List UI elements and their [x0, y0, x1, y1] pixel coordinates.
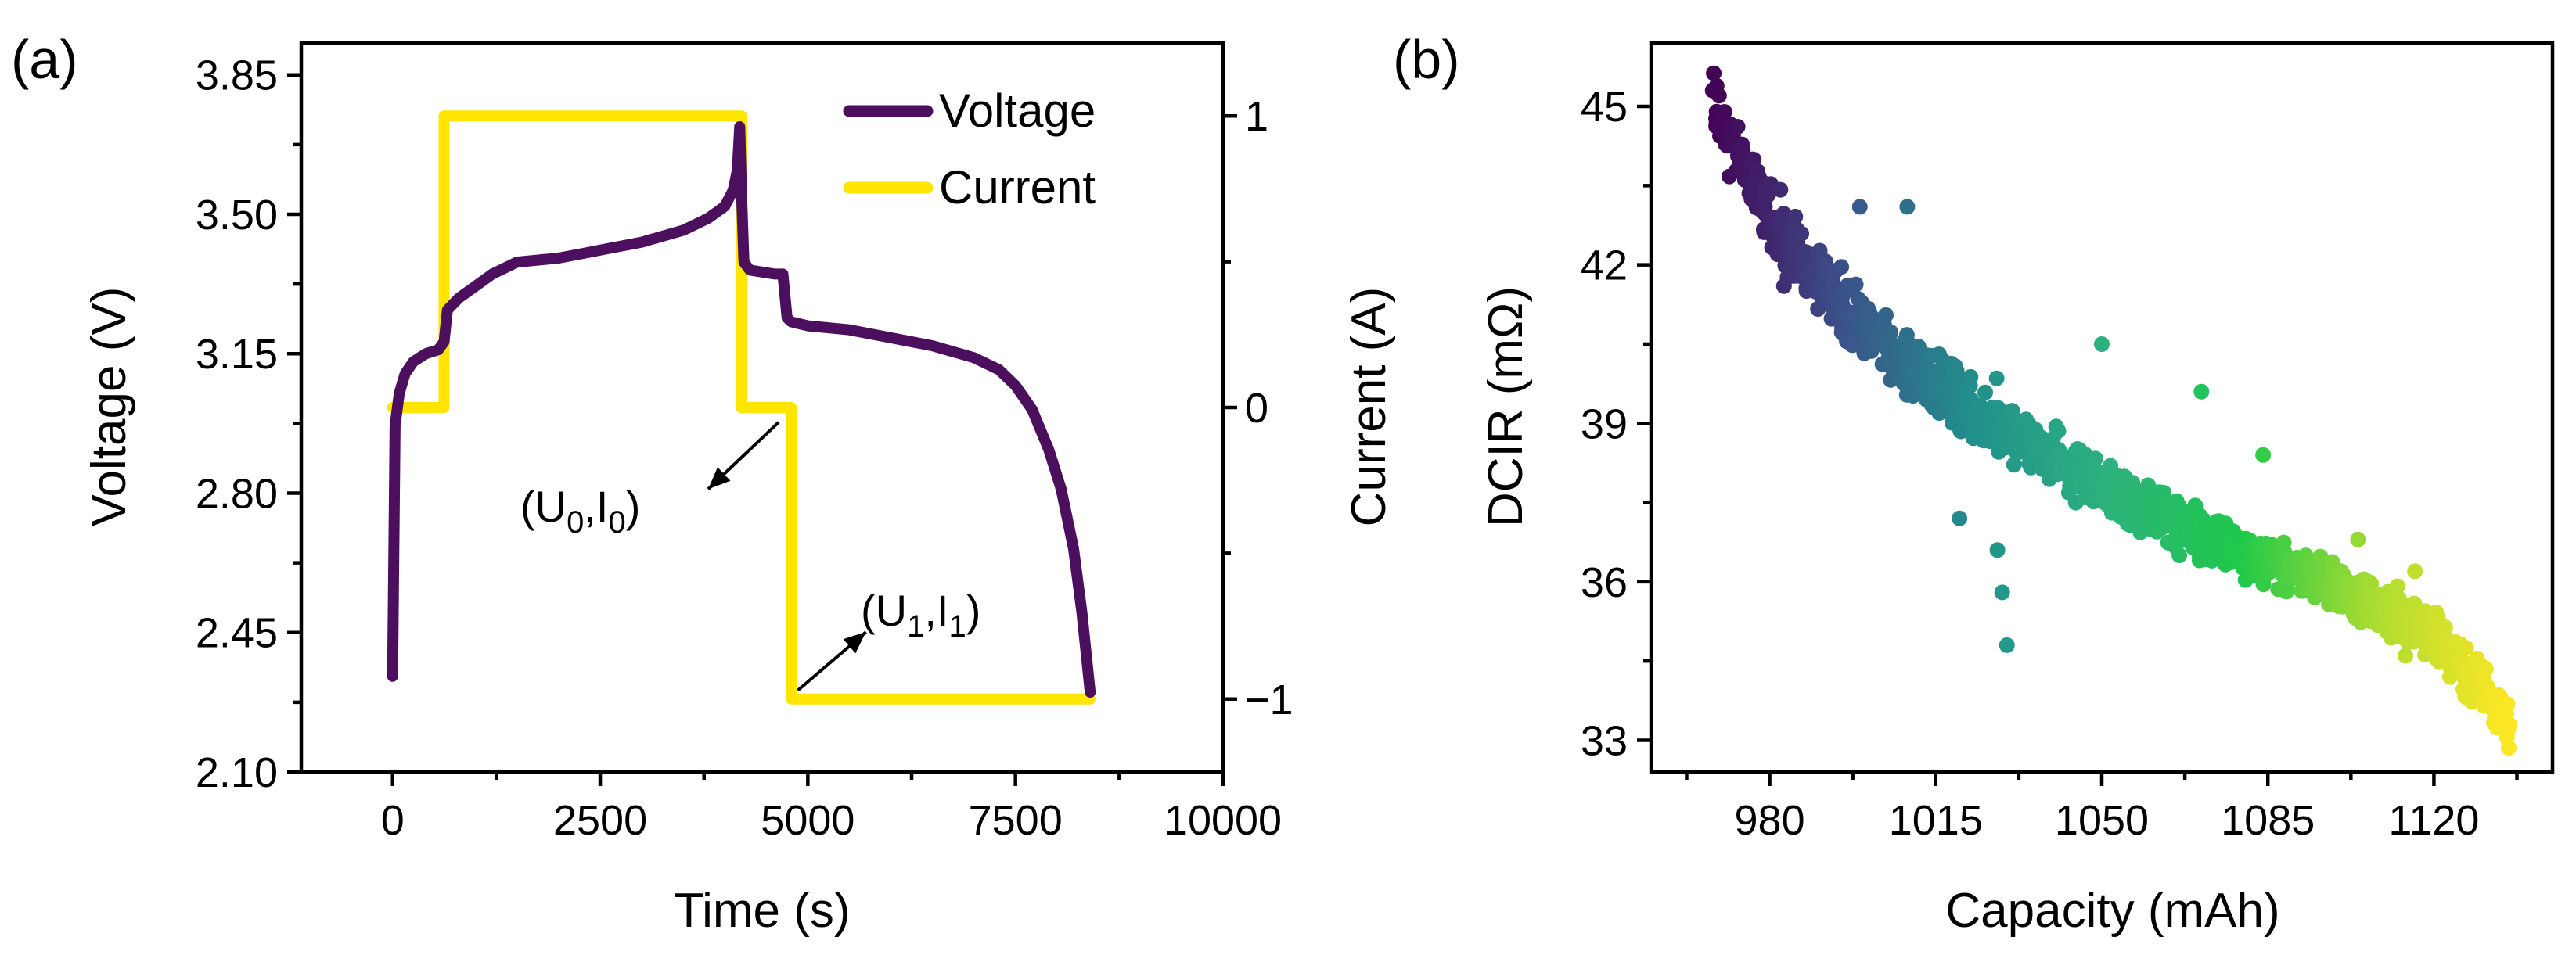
voltage-tick-label: 3.15	[196, 331, 278, 378]
dcir-point	[1847, 276, 1864, 293]
panel-a-time-ticks: 0 2500 5000 7500 10000	[381, 772, 1282, 844]
time-tick-label: 10000	[1164, 797, 1282, 844]
annotation-u1-mid: ,I	[924, 586, 948, 635]
current-tick-label: 1	[1245, 93, 1268, 140]
legend-voltage-label: Voltage	[939, 84, 1096, 137]
dcir-tick-label: 39	[1581, 400, 1628, 447]
dcir-point	[2006, 457, 2022, 473]
dcir-tick-label: 36	[1581, 559, 1628, 606]
dcir-point	[1706, 65, 1722, 81]
panel-b-scatter-points	[1704, 65, 2518, 756]
panel-b-label: (b)	[1393, 29, 1460, 90]
panel-a-label: (a)	[11, 29, 78, 90]
panel-a-marks	[387, 110, 1096, 705]
panel-b-capacity-ticks: 980 1015 1050 1085 1120	[1685, 772, 2519, 844]
voltage-tick-label: 2.45	[196, 610, 278, 657]
panel-a-current-ticks: −1 0 1	[1223, 93, 1293, 723]
annotation-u0-i0: (U0,I0)	[520, 482, 640, 540]
panel-b-x-axis-label: Capacity (mAh)	[1945, 884, 2279, 938]
time-tick-label: 5000	[761, 797, 854, 844]
panel-a-annotation-arrows	[707, 421, 867, 692]
dcir-point	[1716, 104, 1732, 120]
dcir-point	[2171, 547, 2188, 563]
dcir-point	[2390, 578, 2405, 594]
dcir-point	[2193, 383, 2210, 400]
annotation-u1-sub: 1	[907, 609, 924, 644]
voltage-tick-label: 2.80	[196, 470, 278, 517]
capacity-tick-label: 1120	[2388, 797, 2479, 844]
time-tick-label: 2500	[553, 797, 647, 844]
capacity-tick-label: 980	[1735, 797, 1805, 844]
dcir-point	[2441, 669, 2458, 685]
dcir-point	[1994, 584, 2010, 601]
panel-b-plot-frame	[1649, 41, 2555, 774]
dcir-point	[1729, 119, 1746, 135]
panel-a-y2-axis-label: Current (A)	[1342, 287, 1396, 527]
dcir-point	[1793, 225, 1810, 242]
legend-current-label: Current	[939, 161, 1096, 214]
dcir-point	[2502, 716, 2518, 733]
time-tick-label: 7500	[969, 797, 1063, 844]
dcir-point	[2406, 595, 2423, 612]
panel-b-dcir-ticks: 33 36 39 42 45	[1581, 84, 1651, 764]
dcir-point	[2501, 740, 2517, 756]
voltage-series-line	[387, 121, 1096, 698]
annotation-arrow-head	[708, 467, 731, 490]
dcir-point	[2407, 563, 2423, 580]
annotation-u0-sub: 0	[567, 505, 584, 540]
dcir-tick-label: 45	[1581, 84, 1628, 131]
panel-b-dcir-chart: (b) 33 36 39 42 45 980 1015 1050 1085 1120 DCIR …	[1393, 29, 2555, 938]
dcir-point	[1772, 181, 1789, 198]
dcir-point	[1851, 199, 1868, 215]
panel-a-voltage-current-chart: (a) 2.10 2.45 2.80 3.15 3.50 3.85 −1 0 1 0 2500 5…	[11, 29, 1396, 938]
capacity-tick-label: 1050	[2055, 797, 2149, 844]
dcir-point	[1787, 208, 1804, 224]
panel-b-y-axis-label: DCIR (mΩ)	[1479, 286, 1533, 527]
annotation-u0-mid: ,I	[584, 482, 608, 531]
dcir-point	[2087, 450, 2103, 467]
dcir-point	[1878, 307, 1894, 323]
capacity-tick-label: 1015	[1889, 797, 1983, 844]
dcir-point	[2350, 531, 2366, 547]
annotation-arrow-head	[843, 632, 866, 654]
voltage-tick-label: 3.85	[196, 52, 278, 99]
dcir-point	[1988, 370, 2005, 386]
dcir-point	[1999, 637, 2015, 653]
dcir-point	[1952, 510, 1968, 526]
dcir-point	[1989, 542, 2006, 558]
dcir-point	[2458, 640, 2474, 656]
dcir-tick-label: 33	[1581, 717, 1628, 764]
dcir-point	[1977, 384, 1993, 400]
annotation-u0-base: U	[535, 482, 567, 531]
current-tick-label: 0	[1245, 385, 1268, 432]
dcir-point	[1883, 324, 1899, 340]
panel-a-y-axis-label: Voltage (V)	[82, 287, 136, 527]
dcir-point	[2477, 661, 2494, 677]
capacity-tick-label: 1085	[2221, 797, 2315, 844]
annotation-u1-i1: (U1,I1)	[861, 586, 980, 644]
dcir-point	[2499, 696, 2516, 713]
current-tick-label: −1	[1245, 677, 1293, 723]
voltage-tick-label: 2.10	[196, 749, 278, 796]
annotation-i0-sub: 0	[608, 505, 625, 540]
annotation-i1-sub: 1	[948, 609, 966, 644]
dcir-point	[2398, 648, 2413, 664]
panel-a-legend: Voltage Current	[843, 84, 1096, 214]
dcir-point	[2050, 422, 2067, 439]
dcir-point	[2094, 336, 2110, 352]
voltage-tick-label: 3.50	[196, 192, 278, 239]
dcir-point	[1963, 368, 1979, 385]
dcir-tick-label: 42	[1581, 242, 1628, 289]
time-tick-label: 0	[381, 797, 405, 844]
dcir-point	[1711, 88, 1727, 104]
dcir-point	[2255, 447, 2272, 463]
annotation-u1-base: U	[876, 586, 907, 635]
panel-a-voltage-ticks: 2.10 2.45 2.80 3.15 3.50 3.85	[196, 52, 301, 796]
dcir-point	[1899, 199, 1916, 215]
panel-a-x-axis-label: Time (s)	[675, 884, 851, 938]
dcir-point	[1833, 259, 1850, 275]
dcir-point	[1746, 152, 1762, 167]
